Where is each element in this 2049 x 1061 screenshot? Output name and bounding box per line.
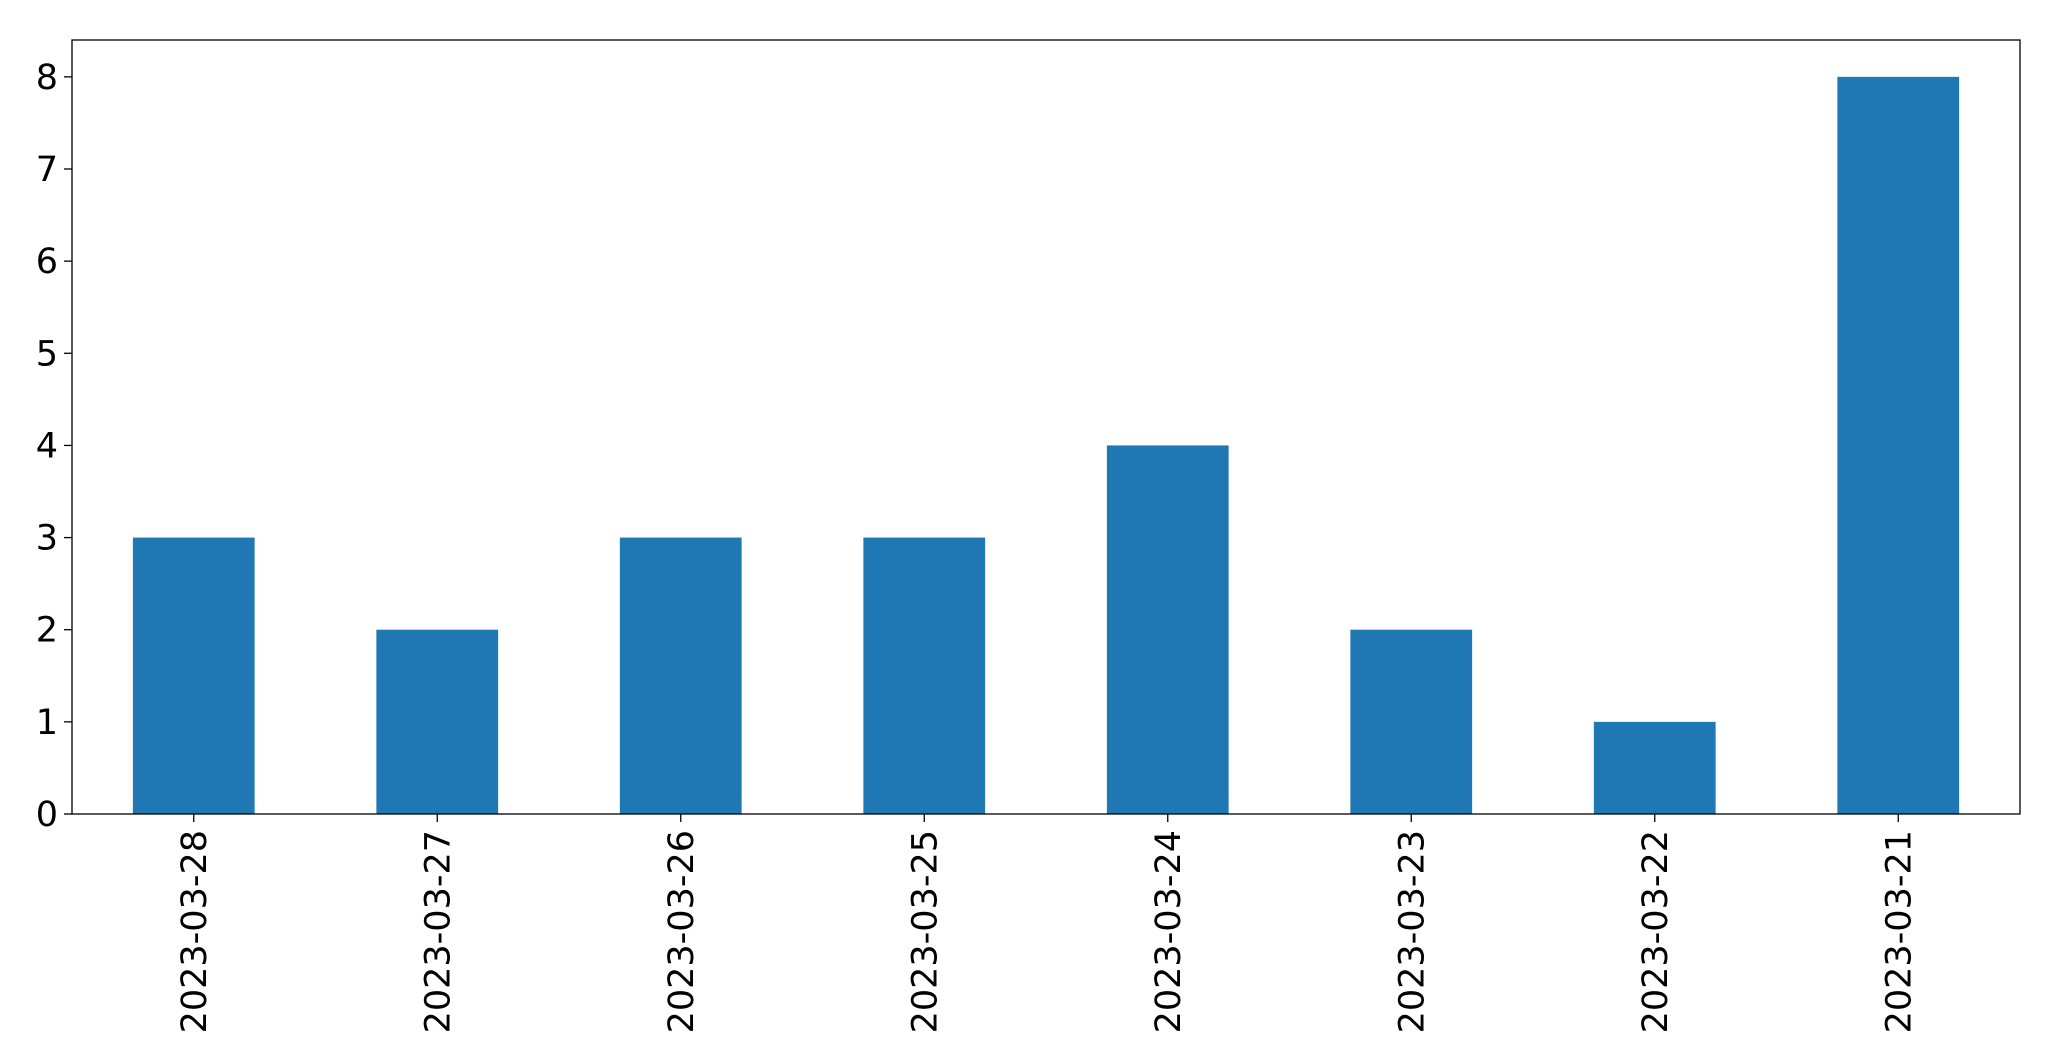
plot-frame [71,39,2021,815]
x-tick-label: 2023-03-23 [1392,830,1432,1033]
bars-group [132,76,1960,815]
bar-2023-03-28 [132,537,255,814]
x-tick-label: 2023-03-21 [1879,830,1919,1033]
bar-2023-03-22 [1593,721,1716,814]
y-tick-label: 8 [36,58,58,98]
bar-2023-03-25 [863,537,986,814]
y-tick-label: 3 [36,519,58,559]
bar-2023-03-23 [1350,629,1473,814]
bar-2023-03-24 [1106,445,1229,814]
y-tick-label: 1 [36,703,58,743]
x-tick-label: 2023-03-25 [905,830,945,1033]
y-tick-label: 6 [36,242,58,282]
y-tick-label: 4 [36,426,58,466]
x-axis: 2023-03-28 2023-03-27 2023-03-26 2023-03-25… [175,814,1919,1033]
y-axis: 0 1 2 3 4 5 6 7 8 [36,58,72,835]
x-tick-label: 2023-03-28 [175,830,215,1033]
x-tick-label: 2023-03-26 [662,830,702,1033]
bar-2023-03-21 [1837,76,1960,815]
y-tick-label: 5 [36,334,58,374]
x-tick-label: 2023-03-24 [1149,830,1189,1033]
y-tick-label: 2 [36,611,58,651]
bar-2023-03-27 [376,629,499,814]
y-tick-label: 7 [36,150,58,190]
x-tick-label: 2023-03-27 [418,830,458,1033]
x-tick-label: 2023-03-22 [1636,830,1676,1033]
bar-2023-03-26 [619,537,742,814]
y-tick-label: 0 [36,795,58,835]
